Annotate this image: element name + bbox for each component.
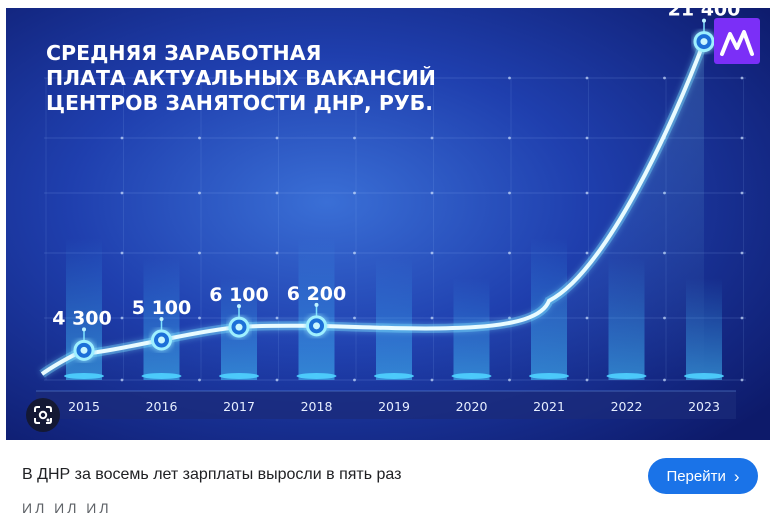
grid-dot: [508, 76, 511, 80]
grid-dot: [353, 191, 356, 195]
x-tick-label: 2020: [456, 399, 488, 414]
grid-dot: [353, 316, 356, 320]
data-label: 5 100: [132, 297, 192, 319]
x-tick-label: 2023: [688, 399, 720, 414]
grid-dot: [585, 251, 589, 255]
grid-dot: [275, 191, 279, 195]
x-axis-bar: [36, 391, 736, 419]
x-tick-label: 2022: [611, 399, 643, 414]
grid-dot: [430, 136, 434, 140]
grid-dot: [120, 76, 124, 80]
truncated-text: ИЛ ИЛ ИЛ: [22, 500, 112, 516]
data-label: 4 300: [52, 307, 112, 329]
point-stem-dot: [82, 327, 86, 332]
mountain-logo-icon: [714, 18, 760, 64]
data-point-core: [313, 322, 320, 330]
grid-dot: [353, 136, 356, 140]
data-points: [73, 18, 715, 361]
grid-dot: [663, 76, 666, 80]
grid-dot: [740, 316, 744, 320]
caption-text[interactable]: В ДНР за восемь лет зарплаты выросли в п…: [22, 466, 402, 483]
grid-dot: [198, 316, 201, 320]
grid-dot: [198, 76, 201, 80]
google-lens-icon: [34, 406, 52, 424]
google-lens-button[interactable]: [26, 398, 60, 432]
series-area: [42, 41, 704, 380]
data-point-core: [158, 336, 165, 344]
x-tick-label: 2015: [68, 399, 100, 414]
grid-dot: [120, 251, 124, 255]
grid-dot: [508, 251, 511, 255]
grid-dot: [353, 251, 356, 255]
grid-dot: [120, 136, 124, 140]
caption-bar: [0, 440, 775, 506]
x-tick-label: 2018: [301, 399, 333, 414]
grid-dot: [740, 191, 744, 195]
chart-title-line: ЦЕНТРОВ ЗАНЯТОСТИ ДНР, РУБ.: [46, 91, 433, 115]
grid-dot: [740, 251, 744, 255]
grid-dot: [275, 136, 279, 140]
data-label: 6 200: [287, 283, 347, 305]
x-axis: 2015 2016 2017 2018 2019 2020 2021 2022 2023: [36, 390, 736, 419]
grid-dot: [353, 76, 356, 80]
grid-dot: [120, 191, 124, 195]
x-tick-label: 2019: [378, 399, 410, 414]
go-button[interactable]: Перейти ›: [648, 458, 758, 494]
data-labels: 4 300 5 100 6 100 6 200 21 400: [52, 8, 740, 329]
point-stem-dot: [237, 304, 241, 309]
data-point-core: [80, 346, 88, 354]
chevron-right-icon: ›: [733, 466, 740, 486]
grid-dot: [430, 251, 434, 255]
x-tick-label: 2017: [223, 399, 255, 414]
go-button-label: Перейти: [666, 467, 726, 485]
grid-dot: [585, 191, 589, 195]
data-label: 6 100: [209, 284, 269, 306]
grid-dot: [740, 136, 744, 140]
grid-dot: [275, 316, 279, 320]
grid-dot: [275, 76, 279, 80]
grid-dot: [508, 191, 511, 195]
chart-title-line: ПЛАТА АКТУАЛЬНЫХ ВАКАНСИЙ: [46, 65, 436, 90]
grid-dot: [198, 136, 201, 140]
grid-dot: [430, 316, 434, 320]
chart: 2015 2016 2017 2018 2019 2020 2021 2022 2023 4 3…: [6, 8, 770, 440]
point-stem-dot: [702, 18, 706, 23]
grid-dot: [430, 191, 434, 195]
data-point-core: [235, 323, 243, 331]
grid-dot: [585, 76, 589, 80]
grid-dot: [275, 251, 279, 255]
grid-dot: [120, 316, 124, 320]
grid-dot: [740, 76, 744, 80]
grid-dot: [198, 191, 201, 195]
chart-image[interactable]: 2015 2016 2017 2018 2019 2020 2021 2022 2023 4 3…: [6, 8, 770, 440]
x-tick-label: 2016: [146, 399, 178, 414]
chart-title-line: СРЕДНЯЯ ЗАРАБОТНАЯ: [46, 41, 321, 65]
x-tick-label: 2021: [533, 399, 565, 414]
grid-dot: [740, 378, 744, 382]
point-stem-dot: [159, 317, 164, 322]
grid-dot: [508, 136, 511, 140]
data-label: 21 400: [668, 8, 741, 21]
grid-dot: [430, 76, 434, 80]
point-stem-dot: [314, 302, 319, 307]
data-point-core: [700, 38, 708, 46]
grid-dot: [198, 251, 201, 255]
grid-dot: [585, 136, 589, 140]
